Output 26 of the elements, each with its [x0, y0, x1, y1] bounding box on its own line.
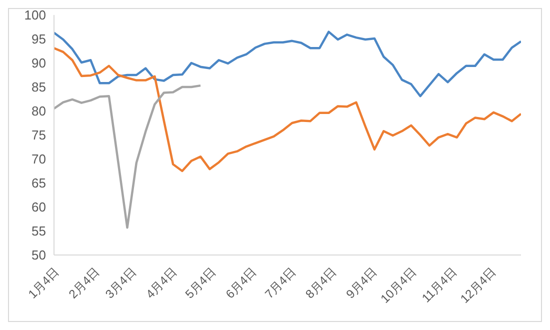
y-tick-label: 70 [32, 152, 46, 167]
y-tick-label: 60 [32, 200, 46, 215]
line-series [54, 84, 202, 229]
x-tick-label: 8月4日 [302, 264, 340, 302]
y-tick-label: 65 [32, 176, 46, 191]
x-tick-label: 3月4日 [102, 264, 139, 302]
x-tick-label: 5月4日 [182, 264, 219, 302]
x-tick-label: 12月4日 [458, 264, 499, 306]
x-tick-label: 1月4日 [25, 264, 62, 302]
y-tick-label: 50 [32, 248, 46, 263]
y-tick-label: 95 [32, 32, 46, 47]
line-series [54, 46, 521, 172]
x-tick-label: 4月4日 [143, 264, 180, 302]
y-tick-label: 75 [32, 128, 46, 143]
x-tick-label: 6月4日 [222, 264, 260, 302]
x-tick-label: 10月4日 [378, 264, 419, 306]
x-tick-label: 2月4日 [66, 264, 102, 302]
y-tick-label: 85 [32, 80, 46, 95]
y-tick-label: 55 [32, 224, 46, 239]
x-tick-label: 9月4日 [343, 264, 380, 302]
y-tick-label: 80 [32, 104, 46, 119]
x-tick-label: 7月4日 [262, 264, 299, 302]
y-tick-label: 90 [32, 56, 46, 71]
y-tick-label: 100 [24, 8, 46, 23]
x-tick-label: 11月4日 [419, 264, 460, 306]
line-series [54, 30, 521, 98]
